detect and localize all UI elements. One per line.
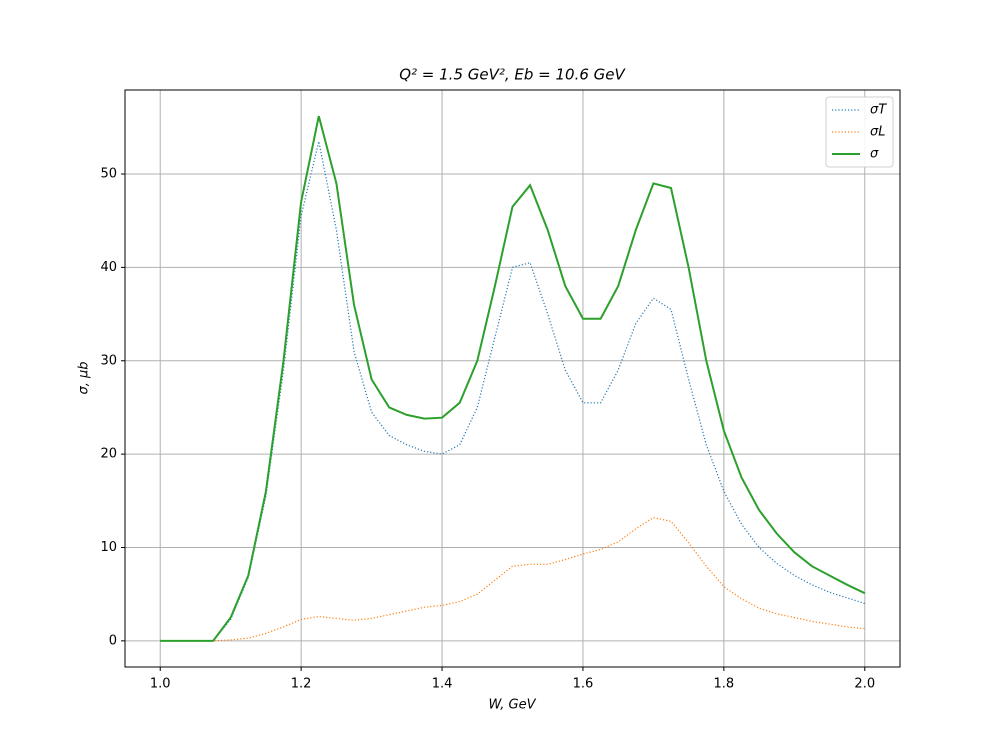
plot-frame bbox=[124, 89, 901, 668]
x-tick-label: 1.8 bbox=[714, 677, 735, 692]
legend-label: σ bbox=[870, 147, 879, 162]
legend-box bbox=[825, 96, 894, 168]
x-axis-label: W, GeV bbox=[488, 698, 536, 713]
x-tick-label: 1.6 bbox=[573, 677, 594, 692]
x-tick-label: 2.0 bbox=[854, 677, 875, 692]
chart-title: Q² = 1.5 GeV², Eb = 10.6 GeV bbox=[399, 66, 626, 84]
y-tick-label: 20 bbox=[100, 447, 117, 462]
series-line bbox=[160, 516, 865, 642]
y-axis-label: σ, μb bbox=[77, 361, 92, 394]
x-tick-label: 1.4 bbox=[432, 677, 453, 692]
legend-label: σT bbox=[870, 103, 887, 118]
y-tick-label: 40 bbox=[100, 260, 117, 275]
legend-label: σL bbox=[870, 125, 885, 140]
x-tick-label: 1.2 bbox=[291, 677, 312, 692]
y-tick-label: 50 bbox=[100, 167, 117, 182]
y-tick-label: 0 bbox=[109, 633, 117, 648]
series-line bbox=[160, 115, 866, 642]
series-line bbox=[160, 141, 865, 642]
x-tick-label: 1.0 bbox=[150, 677, 171, 692]
y-tick-label: 30 bbox=[100, 353, 117, 368]
y-tick-label: 10 bbox=[100, 540, 117, 555]
